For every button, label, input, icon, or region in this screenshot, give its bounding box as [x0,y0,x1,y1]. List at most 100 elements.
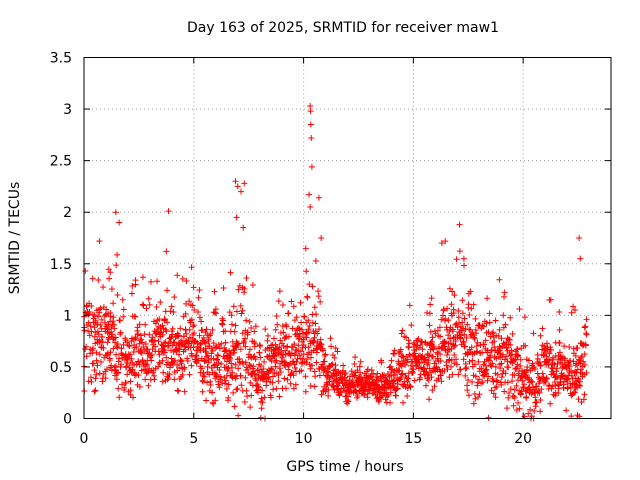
data-point-marker [169,331,176,338]
data-point-marker [134,330,141,337]
data-point-marker [398,371,405,378]
data-point-marker [490,329,497,336]
data-point-marker [298,326,305,333]
data-point-marker [206,371,213,378]
data-point-marker [307,365,314,372]
data-point-marker [222,339,229,346]
data-point-marker [272,341,279,348]
data-point-marker [569,372,576,379]
data-point-marker [238,382,245,389]
data-point-marker [498,360,505,367]
data-point-marker [539,325,546,332]
data-point-marker [242,343,249,350]
chart-title: Day 163 of 2025, SRMTID for receiver maw… [187,20,499,36]
data-point-marker [488,347,495,354]
data-point-marker [325,386,332,393]
data-point-marker [230,303,237,310]
data-point-marker [523,394,530,401]
data-point-marker [459,319,466,326]
data-point-marker [143,305,150,312]
data-point-marker [207,381,214,388]
data-point-marker [492,317,499,324]
data-point-marker [198,365,205,372]
data-point-marker [582,342,589,349]
data-point-marker [476,376,483,383]
data-point-marker [301,313,308,320]
data-point-marker [155,338,162,345]
data-point-marker [179,371,186,378]
data-point-marker [468,344,475,351]
data-point-marker [232,375,239,382]
data-point-marker [309,319,316,326]
data-point-marker [222,377,229,384]
data-point-marker [113,376,120,383]
data-point-marker [476,391,483,398]
data-point-marker [276,344,283,351]
data-point-marker [94,362,101,369]
data-point-marker [447,363,454,370]
data-point-marker [498,374,505,381]
data-point-marker [438,316,445,323]
data-point-marker [203,349,210,356]
data-point-marker [215,341,222,348]
data-point-marker [114,341,121,348]
data-point-marker [237,372,244,379]
data-point-marker [403,359,410,366]
data-point-marker [259,387,266,394]
data-point-marker [498,381,505,388]
data-point-marker [321,358,328,365]
data-point-marker [159,378,166,385]
data-point-marker [91,324,98,331]
data-point-marker [413,346,420,353]
data-point-marker [512,356,519,363]
data-point-marker [95,313,102,320]
data-point-marker [297,299,304,306]
axis-ticks [83,57,611,419]
data-point-marker [97,359,104,366]
data-point-marker [195,294,202,301]
data-point-marker [227,269,234,276]
data-point-marker [252,375,259,382]
data-point-marker [356,363,363,370]
data-point-marker [561,343,568,350]
data-point-marker [104,350,111,357]
data-point-marker [298,348,305,355]
data-point-marker [183,300,190,307]
data-point-marker [125,342,132,349]
data-point-marker [537,332,544,339]
data-point-marker [580,358,587,365]
data-point-marker [174,272,181,279]
data-point-marker [436,324,443,331]
data-point-marker [279,354,286,361]
data-point-marker [433,363,440,370]
data-point-marker [149,334,156,341]
data-point-marker [168,303,175,310]
data-point-marker [467,288,474,295]
data-point-marker [100,284,107,291]
data-point-marker [136,383,143,390]
data-point-marker [439,312,446,319]
data-point-marker [500,312,507,319]
data-point-marker [537,396,544,403]
data-point-marker [124,371,131,378]
data-point-marker [162,339,169,346]
data-point-marker [475,358,482,365]
data-point-marker [364,390,371,397]
data-point-marker [169,325,176,332]
data-point-marker [442,238,449,245]
data-point-marker [225,381,232,388]
data-point-marker [106,275,113,282]
data-point-marker [156,359,163,366]
data-point-marker [341,371,348,378]
data-point-marker [515,377,522,384]
data-point-marker [117,331,124,338]
data-point-marker [167,335,174,342]
data-point-marker [306,281,313,288]
data-point-marker [303,359,310,366]
data-point-marker [352,372,359,379]
data-point-marker [522,342,529,349]
data-point-marker [374,370,381,377]
data-point-marker [583,369,590,376]
data-point-marker [99,334,106,341]
data-point-marker [492,363,499,370]
